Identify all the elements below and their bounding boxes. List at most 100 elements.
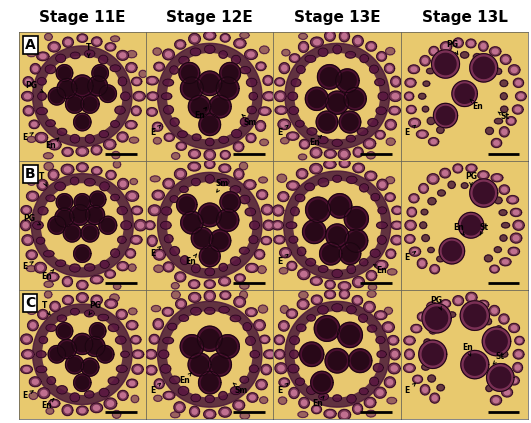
- Polygon shape: [299, 171, 305, 176]
- Polygon shape: [500, 126, 509, 137]
- Text: En: En: [194, 107, 207, 120]
- Polygon shape: [32, 304, 132, 404]
- Polygon shape: [344, 329, 356, 341]
- Polygon shape: [469, 295, 474, 300]
- Polygon shape: [287, 132, 299, 140]
- Polygon shape: [240, 291, 247, 299]
- Polygon shape: [219, 51, 227, 58]
- Polygon shape: [336, 69, 359, 93]
- Polygon shape: [147, 92, 159, 101]
- Polygon shape: [192, 134, 201, 141]
- Polygon shape: [108, 173, 114, 177]
- Polygon shape: [76, 280, 88, 290]
- Polygon shape: [332, 97, 342, 108]
- Polygon shape: [94, 148, 99, 152]
- Polygon shape: [493, 398, 499, 403]
- Polygon shape: [46, 195, 55, 201]
- Polygon shape: [407, 207, 417, 217]
- Polygon shape: [260, 46, 269, 54]
- Polygon shape: [191, 98, 208, 115]
- Polygon shape: [51, 44, 57, 49]
- Polygon shape: [56, 65, 73, 81]
- Polygon shape: [181, 77, 203, 100]
- Polygon shape: [163, 391, 175, 400]
- Polygon shape: [108, 45, 113, 49]
- Polygon shape: [357, 128, 368, 135]
- Polygon shape: [27, 191, 39, 201]
- Polygon shape: [163, 79, 174, 86]
- Polygon shape: [500, 80, 508, 87]
- Polygon shape: [145, 365, 157, 375]
- Polygon shape: [422, 303, 451, 333]
- Polygon shape: [438, 60, 444, 66]
- Polygon shape: [56, 323, 73, 339]
- Polygon shape: [86, 363, 94, 371]
- Polygon shape: [513, 236, 519, 241]
- Polygon shape: [24, 208, 29, 212]
- Polygon shape: [348, 349, 372, 373]
- Polygon shape: [129, 264, 136, 272]
- Polygon shape: [240, 376, 249, 383]
- Polygon shape: [300, 302, 306, 307]
- Polygon shape: [324, 160, 336, 168]
- Polygon shape: [219, 306, 229, 313]
- Text: PG: PG: [25, 81, 43, 92]
- Polygon shape: [76, 147, 89, 156]
- Polygon shape: [223, 36, 228, 40]
- Polygon shape: [29, 392, 38, 399]
- Polygon shape: [513, 220, 524, 230]
- Polygon shape: [432, 49, 436, 53]
- Polygon shape: [234, 38, 246, 48]
- Polygon shape: [332, 269, 342, 278]
- Polygon shape: [170, 195, 178, 203]
- Polygon shape: [405, 92, 414, 101]
- Polygon shape: [32, 122, 37, 126]
- Polygon shape: [192, 178, 200, 186]
- Polygon shape: [204, 409, 216, 419]
- Polygon shape: [145, 221, 155, 230]
- Text: En: En: [309, 135, 321, 147]
- Polygon shape: [366, 304, 372, 310]
- Polygon shape: [420, 55, 430, 66]
- Polygon shape: [342, 33, 347, 39]
- Polygon shape: [105, 43, 116, 51]
- Polygon shape: [28, 179, 36, 185]
- Polygon shape: [166, 181, 172, 186]
- Polygon shape: [481, 44, 486, 49]
- Polygon shape: [71, 177, 79, 185]
- Polygon shape: [190, 406, 200, 417]
- Polygon shape: [249, 310, 254, 314]
- Polygon shape: [287, 261, 297, 270]
- Text: Stage 13E: Stage 13E: [294, 11, 381, 25]
- Polygon shape: [468, 41, 474, 46]
- Polygon shape: [36, 237, 45, 244]
- Polygon shape: [297, 299, 309, 310]
- Polygon shape: [481, 173, 486, 177]
- Polygon shape: [441, 299, 451, 308]
- Polygon shape: [130, 179, 138, 185]
- Polygon shape: [426, 307, 448, 329]
- Polygon shape: [468, 358, 481, 371]
- Polygon shape: [191, 356, 208, 373]
- Text: St: St: [498, 112, 510, 121]
- Polygon shape: [332, 139, 342, 146]
- Polygon shape: [222, 293, 228, 297]
- Polygon shape: [204, 291, 216, 302]
- Text: C: C: [25, 296, 35, 310]
- Polygon shape: [190, 48, 201, 56]
- Polygon shape: [219, 338, 236, 355]
- Polygon shape: [85, 135, 95, 143]
- Polygon shape: [387, 379, 393, 385]
- Text: E: E: [22, 391, 33, 400]
- Polygon shape: [342, 245, 358, 262]
- Polygon shape: [378, 207, 387, 214]
- Polygon shape: [440, 110, 451, 121]
- Polygon shape: [486, 127, 493, 135]
- Polygon shape: [395, 208, 400, 212]
- Polygon shape: [352, 296, 363, 305]
- Polygon shape: [68, 357, 82, 371]
- Polygon shape: [139, 70, 147, 77]
- Polygon shape: [391, 366, 397, 371]
- Polygon shape: [74, 374, 91, 391]
- Polygon shape: [58, 196, 71, 208]
